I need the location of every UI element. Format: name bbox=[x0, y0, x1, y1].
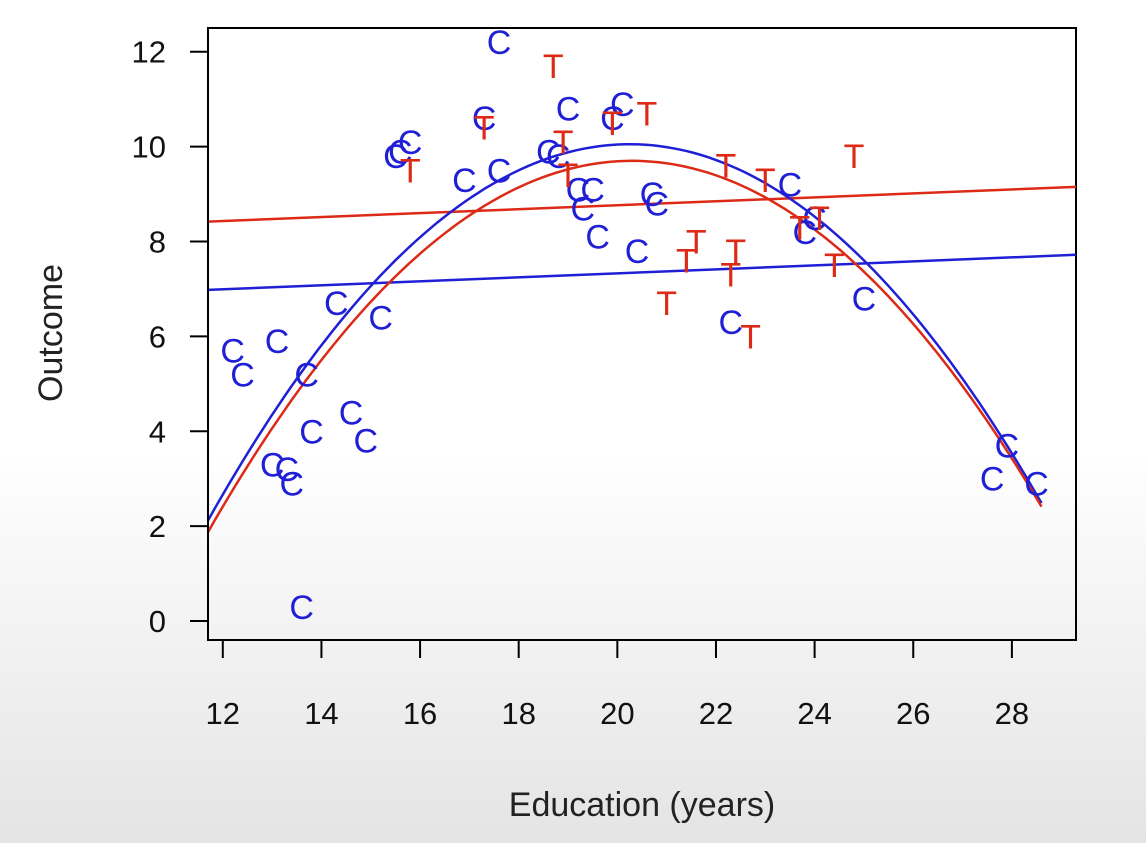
point-c: C bbox=[792, 214, 817, 252]
y-axis: 0 2 4 6 8 10 12 bbox=[132, 35, 209, 639]
point-t: T bbox=[740, 318, 761, 356]
point-t: T bbox=[686, 223, 707, 261]
point-t: T bbox=[558, 157, 579, 195]
point-c: C bbox=[571, 190, 596, 228]
point-c: C bbox=[536, 133, 561, 171]
point-c: C bbox=[625, 233, 650, 271]
x-tick-label: 24 bbox=[797, 696, 831, 731]
point-c: C bbox=[289, 589, 314, 627]
point-c: C bbox=[452, 162, 477, 200]
point-t: T bbox=[474, 110, 495, 148]
point-t: T bbox=[755, 162, 776, 200]
point-c: C bbox=[280, 465, 305, 503]
point-c: C bbox=[368, 299, 393, 337]
point-c: C bbox=[980, 461, 1005, 499]
y-tick-label: 4 bbox=[149, 414, 166, 449]
point-c: C bbox=[580, 171, 605, 209]
point-t: T bbox=[824, 247, 845, 285]
x-tick-label: 18 bbox=[501, 696, 535, 731]
point-c: C bbox=[640, 176, 665, 214]
x-axis: 12 14 16 18 20 22 24 26 28 bbox=[206, 639, 1029, 731]
point-c: C bbox=[556, 91, 581, 129]
point-c: C bbox=[339, 394, 364, 432]
y-tick-label: 2 bbox=[149, 509, 166, 544]
y-tick-label: 0 bbox=[149, 604, 166, 639]
quadratic-fit-line-2 bbox=[208, 142, 1043, 522]
point-c: C bbox=[398, 124, 423, 162]
fit-lines bbox=[208, 142, 1076, 533]
point-c: C bbox=[354, 423, 379, 461]
point-c: C bbox=[600, 100, 625, 138]
point-c: C bbox=[610, 86, 635, 124]
point-c: C bbox=[546, 138, 571, 176]
point-t: T bbox=[725, 233, 746, 271]
point-c: C bbox=[220, 333, 245, 371]
point-c: C bbox=[645, 186, 670, 224]
x-tick-label: 16 bbox=[403, 696, 437, 731]
point-c: C bbox=[802, 200, 827, 238]
point-c: C bbox=[566, 171, 591, 209]
point-t: T bbox=[809, 200, 830, 238]
point-c: C bbox=[487, 152, 512, 190]
point-c: C bbox=[852, 280, 877, 318]
point-c: C bbox=[585, 219, 610, 257]
point-c: C bbox=[383, 138, 408, 176]
point-c: C bbox=[265, 323, 290, 361]
point-t: T bbox=[844, 138, 865, 176]
point-c: C bbox=[388, 133, 413, 171]
point-t: T bbox=[553, 124, 574, 162]
point-c: C bbox=[324, 285, 349, 323]
point-c: C bbox=[718, 304, 743, 342]
point-c: C bbox=[275, 451, 300, 489]
point-c: C bbox=[1024, 465, 1049, 503]
x-tick-label: 26 bbox=[896, 696, 930, 731]
x-tick-label: 12 bbox=[206, 696, 240, 731]
x-tick-label: 28 bbox=[995, 696, 1029, 731]
point-c: C bbox=[487, 24, 512, 62]
x-axis-label: Education (years) bbox=[509, 786, 775, 824]
point-t: T bbox=[400, 152, 421, 190]
y-axis-label: Outcome bbox=[32, 264, 70, 402]
y-tick-label: 10 bbox=[132, 130, 166, 165]
point-c: C bbox=[299, 413, 324, 451]
point-t: T bbox=[720, 257, 741, 295]
point-c: C bbox=[294, 356, 319, 394]
linear-fit-line-1 bbox=[208, 185, 1076, 223]
point-t: T bbox=[602, 105, 623, 143]
linear-fit-line-0 bbox=[208, 253, 1076, 292]
point-t: T bbox=[676, 242, 697, 280]
y-tick-label: 12 bbox=[132, 35, 166, 70]
point-c: C bbox=[995, 427, 1020, 465]
x-tick-label: 20 bbox=[600, 696, 634, 731]
x-tick-label: 22 bbox=[699, 696, 733, 731]
y-tick-label: 8 bbox=[149, 224, 166, 259]
point-t: T bbox=[637, 95, 658, 133]
x-tick-label: 14 bbox=[304, 696, 338, 731]
quadratic-fit-line-3 bbox=[208, 159, 1043, 533]
point-c: C bbox=[260, 446, 285, 484]
point-c: C bbox=[778, 167, 803, 205]
point-t: T bbox=[543, 48, 564, 86]
point-c: C bbox=[230, 356, 255, 394]
point-c: C bbox=[472, 100, 497, 138]
point-t: T bbox=[715, 148, 736, 186]
point-t: T bbox=[789, 209, 810, 247]
y-tick-label: 6 bbox=[149, 319, 166, 354]
point-t: T bbox=[656, 285, 677, 323]
